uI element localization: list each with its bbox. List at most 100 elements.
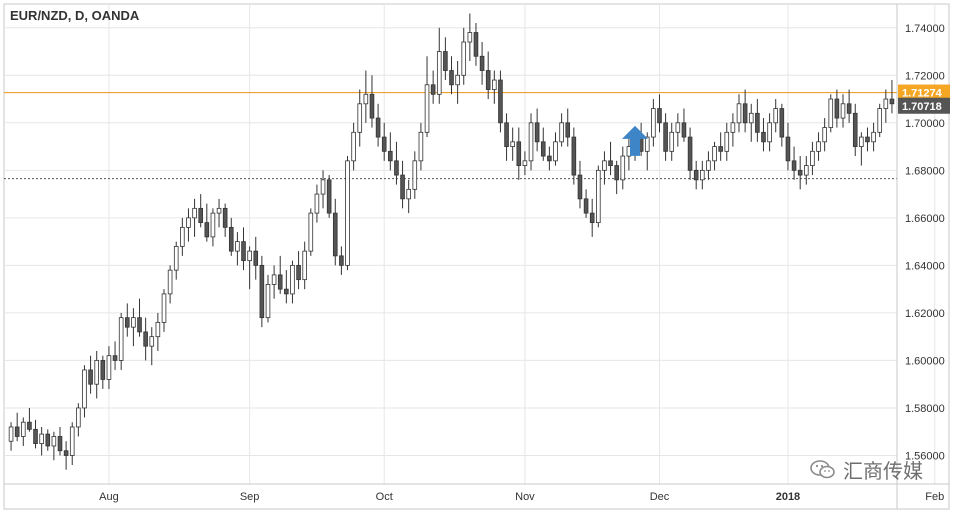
candle-body <box>314 193 320 214</box>
candle-body <box>204 222 210 238</box>
candle-body <box>492 79 497 90</box>
candle-body <box>8 426 14 442</box>
y-tick-label: 1.66000 <box>905 213 945 225</box>
wechat-icon <box>810 459 835 478</box>
candle-body <box>779 108 785 138</box>
candle-body <box>137 317 142 333</box>
candle-body <box>498 79 503 124</box>
candle-body <box>871 131 876 143</box>
chart-title: EUR/NZD, D, OANDA <box>10 8 140 23</box>
candle-body <box>522 160 528 166</box>
candle-body <box>693 169 699 181</box>
candle-body <box>82 369 87 409</box>
candle-body <box>143 331 148 347</box>
x-tick-label: Oct <box>376 491 393 503</box>
up-arrow-icon <box>622 125 649 156</box>
candle-body <box>290 264 295 295</box>
candle-body <box>877 108 883 133</box>
candle-body <box>228 226 234 252</box>
plot-border <box>3 3 950 510</box>
candle-body <box>406 188 411 200</box>
candle-body <box>149 336 155 347</box>
candle-body <box>235 241 240 252</box>
candle-body <box>589 212 595 224</box>
candle-body <box>822 127 827 143</box>
candle-body <box>467 32 473 43</box>
candle-body <box>773 108 779 124</box>
candle-body <box>687 136 693 171</box>
candle-body <box>449 70 454 86</box>
watermark: 汇商传媒 <box>809 455 923 484</box>
candle-body <box>100 360 106 380</box>
candle-body <box>88 369 93 385</box>
candle-body <box>748 112 754 124</box>
last-price-label: 1.70718 <box>902 101 942 113</box>
candle-body <box>785 136 791 162</box>
candle-body <box>186 217 191 228</box>
candle-body <box>577 174 583 200</box>
candle-body <box>534 122 540 143</box>
candle-body <box>718 146 723 152</box>
y-tick-label: 1.72000 <box>905 70 945 82</box>
annotations <box>622 125 649 156</box>
candle-body <box>357 103 363 133</box>
y-tick-label: 1.58000 <box>905 403 945 415</box>
candle-body <box>681 122 687 138</box>
candle-body <box>388 150 393 162</box>
candle-body <box>846 103 852 114</box>
candle-body <box>308 212 314 252</box>
candle-body <box>583 198 589 214</box>
candle-body <box>547 155 552 162</box>
x-tick-label: Aug <box>99 491 119 503</box>
candle-body <box>504 122 509 147</box>
candle-body <box>461 41 467 76</box>
candle-body <box>516 141 522 166</box>
candle-body <box>400 174 405 200</box>
candle-body <box>63 450 69 456</box>
y-tick-label: 1.56000 <box>905 450 945 462</box>
candle-body <box>94 360 99 385</box>
candle-body <box>192 207 197 219</box>
candle-body <box>57 436 63 452</box>
candle-body <box>180 226 185 247</box>
y-tick-label: 1.60000 <box>905 355 945 367</box>
candle-body <box>571 136 577 176</box>
candle-body <box>106 355 112 380</box>
last-price-label-bg <box>898 97 950 114</box>
candle-body <box>724 131 730 152</box>
candle-body <box>883 98 889 109</box>
level-label-bg <box>898 84 950 101</box>
candle-body <box>45 433 51 447</box>
candle-body <box>852 112 858 147</box>
candle-body <box>859 136 864 147</box>
candle-body <box>339 255 344 266</box>
candle-body <box>320 179 326 195</box>
candle-body <box>889 98 895 105</box>
candle-body <box>455 74 460 86</box>
candle-body <box>39 433 44 445</box>
candle-body <box>33 428 38 445</box>
y-tick-label: 1.74000 <box>905 23 945 35</box>
candle-body <box>69 426 75 456</box>
candle-body <box>797 169 803 176</box>
candle-body <box>167 269 173 295</box>
candle-body <box>479 55 485 71</box>
candle-body <box>265 283 271 319</box>
level-label: 1.71274 <box>902 88 943 100</box>
candle-body <box>669 131 675 152</box>
candle-body <box>161 293 167 323</box>
candle-body <box>27 421 32 430</box>
candle-body <box>657 108 662 124</box>
candle-body <box>510 141 515 147</box>
candle-body <box>76 407 81 428</box>
candle-body <box>485 70 491 90</box>
candle-body <box>418 131 424 162</box>
candle-body <box>443 51 448 71</box>
candle-body <box>14 426 20 437</box>
candle-body <box>816 141 821 152</box>
candle-body <box>596 169 601 224</box>
candle-body <box>345 160 350 266</box>
level-lines <box>4 91 897 180</box>
candle-body <box>369 93 375 119</box>
